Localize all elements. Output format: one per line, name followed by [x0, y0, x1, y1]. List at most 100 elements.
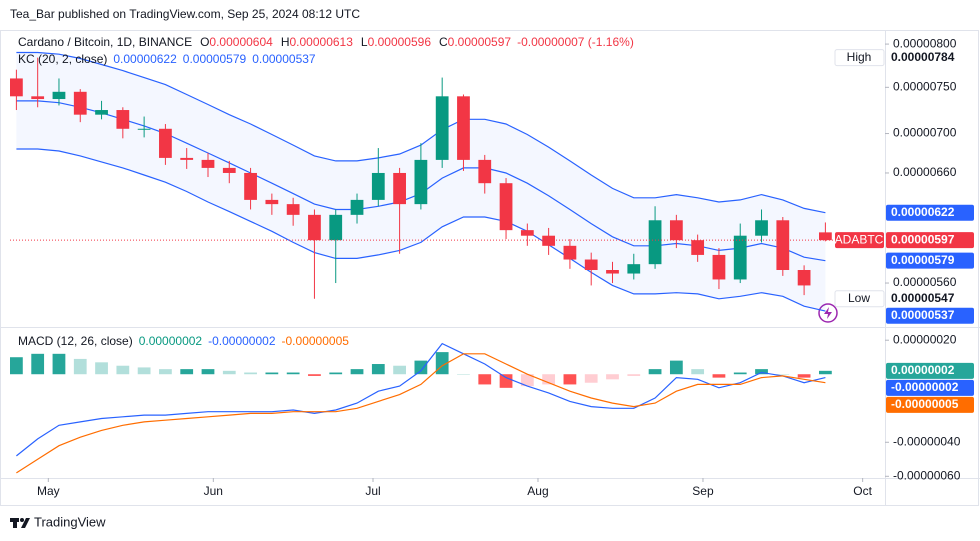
axis-tag: 0.00000537: [891, 308, 955, 322]
y-tick-label: -0.00000060: [893, 468, 961, 482]
candle-body: [669, 220, 683, 241]
candle-body: [308, 214, 321, 241]
candle-body: [31, 96, 45, 100]
candle-body: [499, 183, 513, 231]
x-tick-label: Aug: [527, 484, 548, 498]
histogram-bar: [669, 360, 683, 375]
y-tick-label: 0.00000800: [893, 36, 957, 50]
candle-body: [819, 232, 832, 241]
candle-body: [52, 91, 66, 100]
histogram-bar: [286, 372, 300, 375]
axis-tag: 0.00000579: [891, 253, 955, 267]
y-tick-label: -0.00000040: [893, 434, 961, 448]
histogram-bar: [797, 374, 811, 378]
histogram-bar: [478, 374, 492, 385]
candle-body: [606, 270, 619, 274]
histogram-bar: [371, 364, 385, 375]
candle-body: [329, 214, 343, 241]
candle-body: [95, 110, 108, 115]
candle-body: [222, 167, 236, 173]
axis-tag: -0.00000002: [891, 380, 959, 394]
histogram-bar: [520, 374, 534, 387]
histogram-bar: [73, 358, 87, 375]
kc-value: 0.00000579: [182, 52, 247, 66]
x-tick-label: Oct: [853, 484, 872, 498]
y-tick-label: 0.00000660: [893, 165, 957, 179]
main-legend: Cardano / Bitcoin, 1D, BINANCE O 0.000006…: [18, 35, 634, 49]
axis-tag-bg: [886, 252, 974, 269]
symbol-title: Cardano / Bitcoin, 1D, BINANCE: [18, 35, 193, 49]
y-tick-label: 0.00000020: [893, 332, 957, 346]
kc-lower-line: [16, 148, 826, 312]
candle-body: [584, 259, 598, 271]
candle-body: [73, 91, 87, 115]
candle-body: [691, 240, 705, 255]
candle-body: [180, 157, 194, 160]
kc-legend: KC (20, 2, close) 0.00000622 0.00000579 …: [18, 52, 316, 66]
candle-body: [265, 199, 279, 205]
ohlc-value: 0.00000597: [447, 35, 512, 49]
histogram-bar: [222, 370, 236, 375]
histogram-bar: [201, 369, 215, 375]
histogram-bar: [265, 372, 279, 375]
kc-value: 0.00000622: [113, 52, 177, 66]
histogram-bar: [137, 367, 151, 375]
candle-body: [159, 128, 172, 158]
high-label: High: [847, 50, 872, 64]
histogram-bar: [308, 374, 321, 376]
axis-tag: -0.00000005: [891, 397, 959, 411]
ohlc-value: 0.00000613: [289, 35, 353, 49]
histogram-bar: [648, 369, 662, 375]
kc-value: 0.00000537: [252, 52, 316, 66]
y-tick-label: 0.00000750: [893, 79, 957, 93]
axis-tag-bg: [834, 290, 885, 308]
histogram-bar: [499, 374, 513, 388]
macd-name: MACD (12, 26, close): [18, 334, 133, 348]
alert-icon: [818, 303, 838, 323]
histogram-bar: [819, 370, 832, 375]
candle-body: [10, 78, 23, 97]
histogram-bar: [52, 353, 66, 375]
histogram-bar: [329, 372, 343, 375]
axis-tag-bg: [886, 307, 974, 324]
candle-body: [350, 199, 364, 215]
histogram-bar: [457, 374, 470, 375]
histogram-bar: [755, 369, 768, 375]
candle-body: [755, 220, 768, 236]
candle-body: [201, 159, 215, 168]
histogram-bar: [244, 372, 257, 375]
histogram-bar: [563, 374, 577, 385]
ohlc-label: O: [200, 35, 210, 49]
macd-legend: MACD (12, 26, close) 0.00000002 -0.00000…: [18, 334, 349, 348]
histogram-bar: [95, 362, 108, 375]
low-label: Low: [848, 291, 870, 305]
macd-value: -0.00000002: [208, 334, 276, 348]
candle-body: [776, 220, 790, 271]
kc-name: KC (20, 2, close): [18, 52, 108, 66]
ohlc-label: H: [280, 35, 290, 49]
axis-tag-bg: [886, 290, 974, 307]
axis-tag-bg: [886, 362, 974, 379]
histogram-bar: [691, 369, 705, 375]
macd-value: 0.00000002: [138, 334, 203, 348]
ohlc-value: 0.00000596: [367, 35, 431, 49]
candle-body: [648, 220, 662, 265]
candle-body: [414, 159, 428, 205]
candle-body: [457, 96, 470, 160]
histogram-bar: [542, 374, 556, 385]
histogram-bar: [10, 357, 23, 375]
histogram-bar: [180, 369, 194, 375]
candle-body: [563, 245, 577, 260]
histogram-bar: [31, 353, 45, 375]
candle-body: [435, 96, 449, 160]
candle-body: [627, 264, 641, 274]
candle-body: [244, 172, 257, 200]
histogram-bar: [414, 360, 428, 375]
y-tick-label: 0.00000700: [893, 126, 957, 140]
histogram-bar: [733, 372, 747, 375]
axis-tag-bg: [834, 49, 885, 67]
axis-tag: 0.00000002: [891, 363, 955, 377]
histogram-bar: [606, 374, 619, 380]
